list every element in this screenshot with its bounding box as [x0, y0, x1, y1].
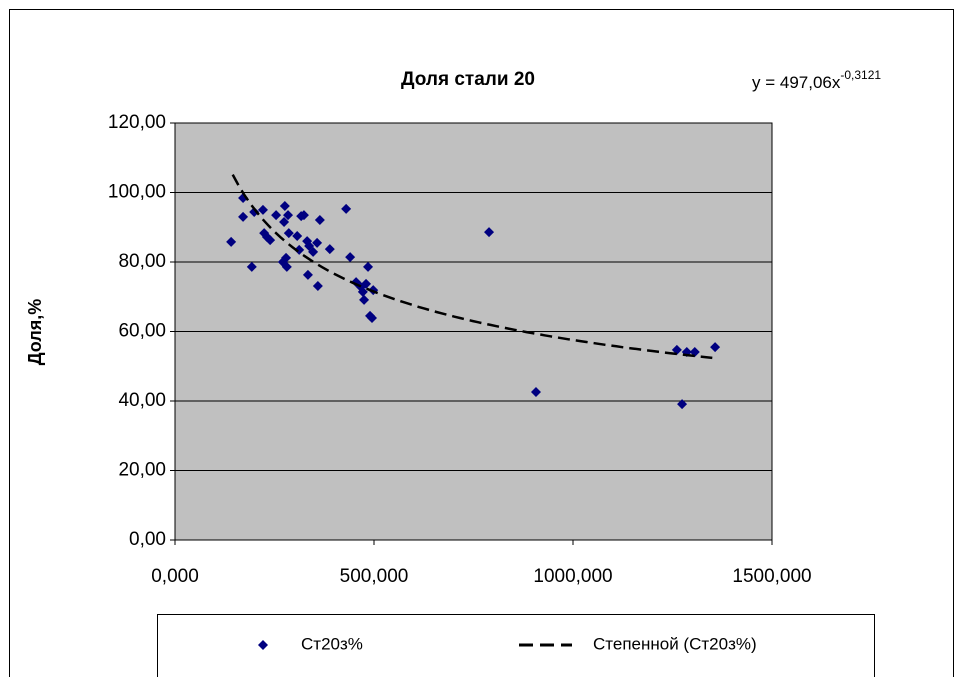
equation-text: y = 497,06x	[752, 73, 841, 92]
data-point	[363, 261, 374, 272]
data-point	[226, 236, 237, 247]
x-tick-label: 1000,000	[533, 566, 612, 587]
data-point	[246, 261, 257, 272]
data-point	[283, 210, 294, 221]
chart-title: Доля стали 20	[401, 69, 535, 90]
data-point	[298, 210, 309, 221]
data-point	[279, 217, 290, 228]
data-point	[302, 269, 313, 280]
data-point	[345, 252, 356, 263]
data-point	[265, 235, 276, 246]
x-tick-label: 0,000	[151, 566, 199, 587]
y-tick-label: 0,00	[129, 529, 166, 550]
data-point	[281, 252, 292, 263]
data-point	[312, 237, 323, 248]
data-point	[257, 204, 268, 215]
y-tick-label: 20,00	[118, 460, 166, 481]
plot-border	[174, 122, 773, 541]
y-axis-title: Доля,%	[25, 299, 45, 366]
y-tick-label: 100,00	[108, 182, 166, 203]
data-point	[324, 244, 335, 255]
data-point	[283, 228, 294, 239]
data-point	[367, 312, 378, 323]
trendline	[231, 174, 713, 360]
data-point	[361, 278, 372, 289]
equation-exponent: -0,3121	[840, 68, 881, 82]
data-point	[238, 211, 249, 222]
data-point	[677, 399, 688, 410]
data-point	[359, 294, 370, 305]
x-tick-label: 500,000	[340, 566, 409, 587]
legend-label: Степенной (Ст20з%)	[593, 634, 757, 653]
data-point	[484, 227, 495, 238]
data-point	[314, 214, 325, 225]
y-tick-label: 40,00	[118, 390, 166, 411]
data-point	[294, 244, 305, 255]
data-point	[308, 246, 319, 257]
data-point	[710, 342, 721, 353]
data-point	[530, 386, 541, 397]
y-tick-label: 60,00	[118, 321, 166, 342]
data-point	[279, 201, 290, 212]
legend-label: Ст20з%	[301, 634, 363, 653]
x-tick-label: 1500,000	[732, 566, 811, 587]
data-point	[249, 206, 260, 217]
data-point	[341, 203, 352, 214]
data-point	[357, 286, 368, 297]
legend-marker	[258, 640, 268, 650]
y-tick-label: 80,00	[118, 251, 166, 272]
data-point	[271, 210, 282, 221]
data-point	[292, 230, 303, 241]
trend-equation: y = 497,06x-0,3121	[752, 68, 881, 92]
data-point	[281, 261, 292, 272]
data-point	[312, 280, 323, 291]
y-tick-label: 120,00	[108, 112, 166, 133]
legend	[157, 614, 875, 677]
